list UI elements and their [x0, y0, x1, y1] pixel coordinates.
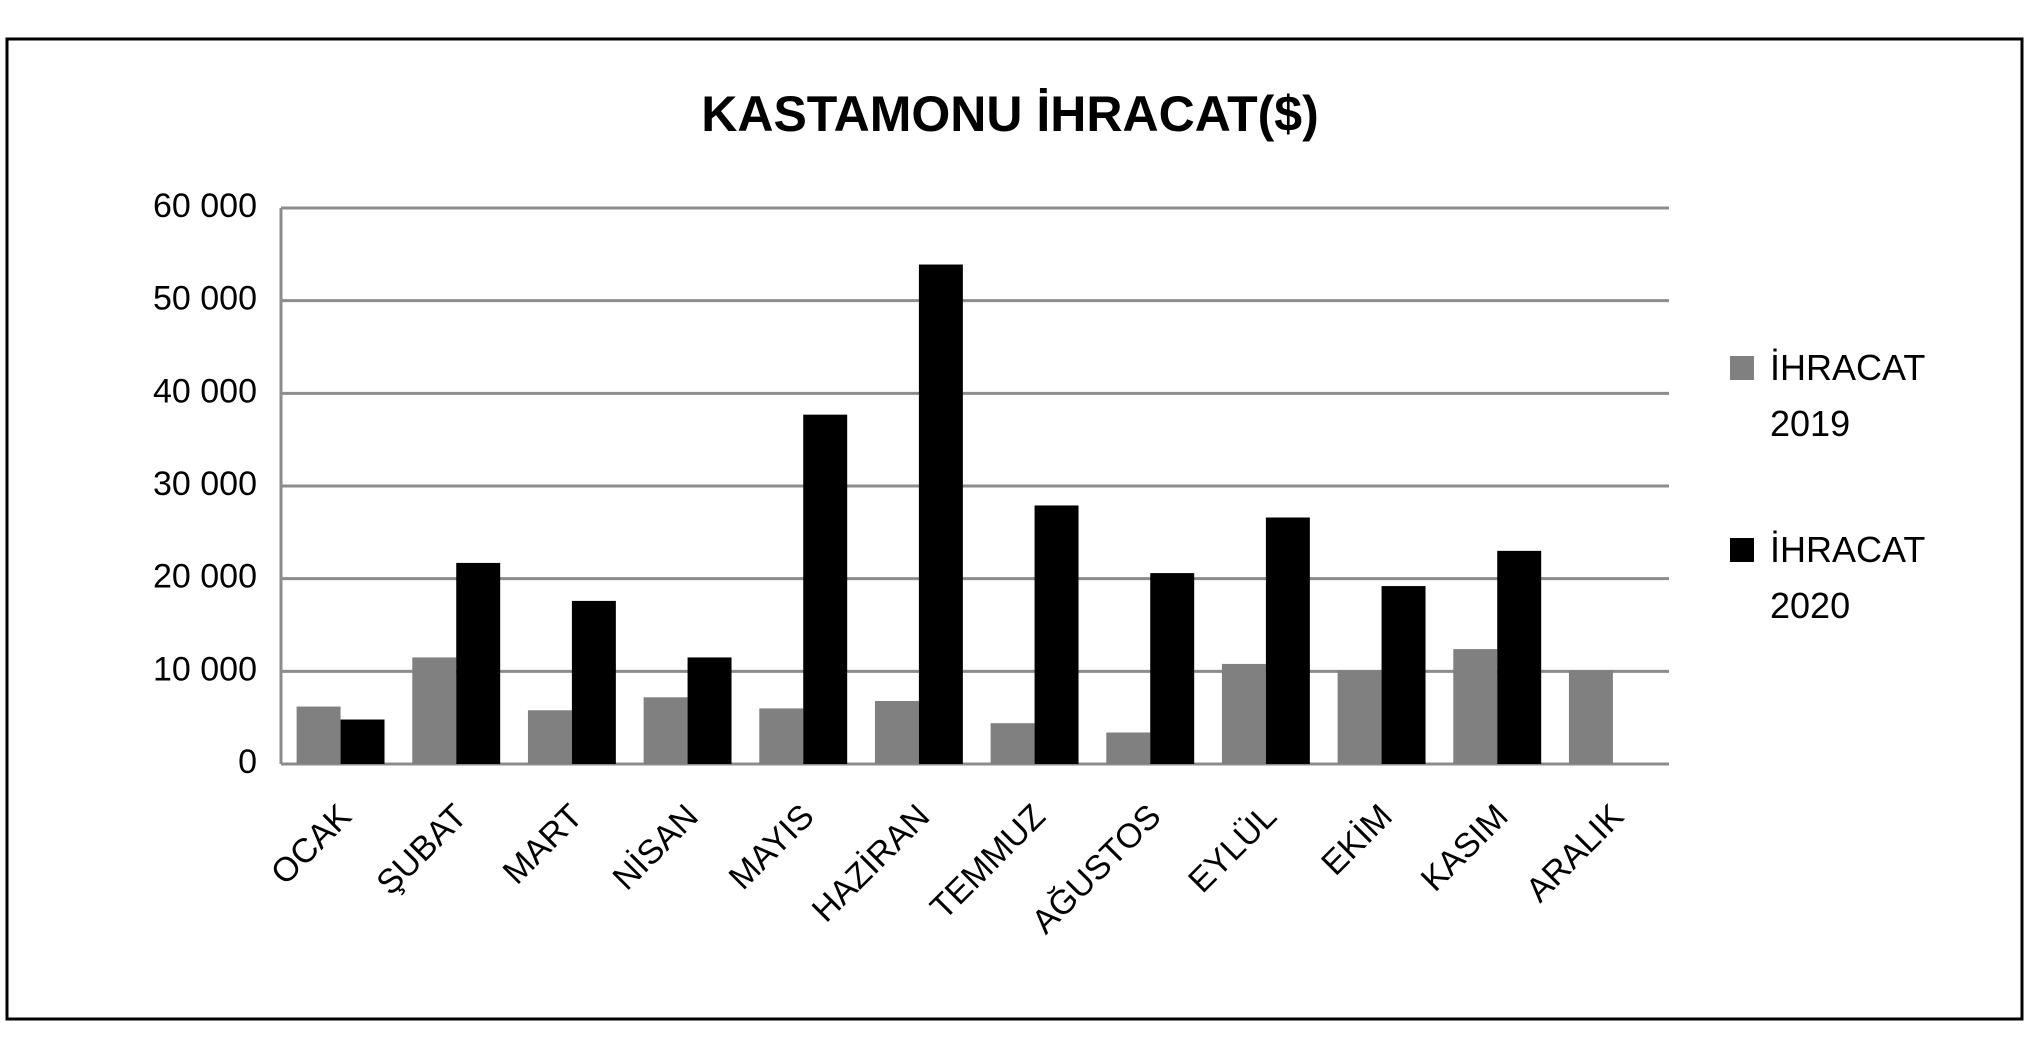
bar: [456, 562, 501, 764]
y-tick-label: 60 000: [153, 187, 257, 225]
y-tick-label: 30 000: [153, 465, 257, 503]
legend-item: İHRACAT 2019: [1730, 340, 1970, 452]
bar: [296, 706, 341, 764]
bar: [643, 697, 688, 764]
chart-border: [5, 37, 2024, 1021]
chart-title: KASTAMONU İHRACAT($): [701, 86, 1319, 142]
bar: [1453, 649, 1498, 764]
bar: [1034, 505, 1079, 764]
y-tick-label: 50 000: [153, 280, 257, 318]
bar: [1265, 517, 1310, 764]
bar: [571, 600, 616, 764]
bar: [527, 710, 572, 764]
legend-label: İHRACAT 2019: [1770, 347, 1925, 444]
bar: [1337, 670, 1382, 764]
y-tick-label: 10 000: [153, 650, 257, 688]
legend-label: İHRACAT 2020: [1770, 529, 1925, 626]
y-tick-label: 20 000: [153, 558, 257, 596]
bar: [1106, 732, 1151, 764]
bar: [803, 414, 848, 764]
bar: [687, 657, 732, 764]
bar: [1381, 586, 1426, 764]
bar: [1497, 550, 1542, 764]
bar: [1150, 573, 1195, 764]
bar: [412, 657, 457, 764]
legend-swatch: [1730, 538, 1754, 562]
legend-swatch: [1730, 356, 1754, 380]
bar: [874, 700, 919, 764]
y-tick-label: 0: [238, 743, 257, 781]
bar: [759, 708, 804, 764]
bar: [1221, 663, 1266, 764]
bar: [340, 719, 385, 764]
bar: [990, 723, 1035, 764]
legend-item: İHRACAT 2020: [1730, 522, 1970, 634]
y-tick-label: 40 000: [153, 372, 257, 410]
bar: [918, 264, 963, 764]
bar: [1568, 670, 1613, 764]
